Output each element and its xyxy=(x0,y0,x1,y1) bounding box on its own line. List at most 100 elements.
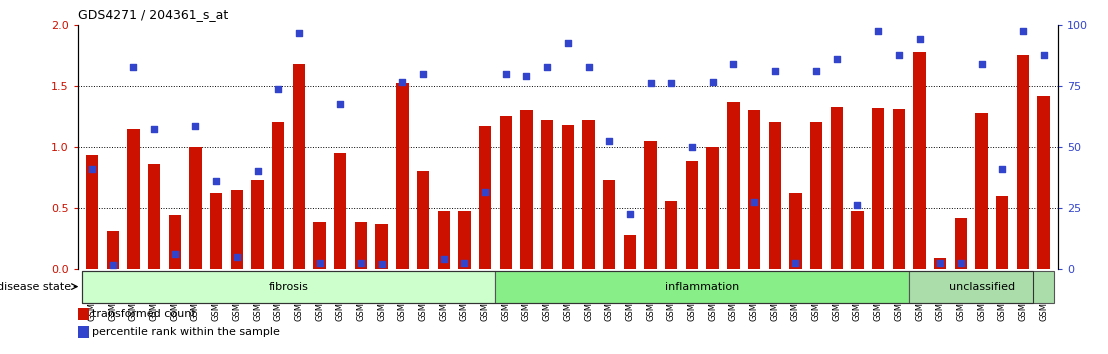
Point xyxy=(145,126,163,131)
Text: inflammation: inflammation xyxy=(665,281,739,292)
Point xyxy=(372,261,390,267)
Point xyxy=(269,87,287,92)
Bar xyxy=(934,258,946,269)
Bar xyxy=(495,270,910,303)
Bar xyxy=(82,270,495,303)
Point xyxy=(538,65,556,70)
Bar xyxy=(1017,55,1029,269)
Point xyxy=(455,260,473,266)
Point xyxy=(207,178,225,184)
Bar xyxy=(78,308,90,320)
Point xyxy=(166,251,184,257)
Bar xyxy=(459,211,471,269)
Point xyxy=(517,73,535,79)
Bar xyxy=(603,180,615,269)
Point xyxy=(393,79,411,85)
Point xyxy=(1014,28,1032,34)
Bar xyxy=(127,129,140,269)
Bar xyxy=(727,102,739,269)
Bar xyxy=(500,116,512,269)
Bar xyxy=(397,83,409,269)
Bar xyxy=(230,189,243,269)
Bar xyxy=(273,122,285,269)
Bar xyxy=(438,211,450,269)
Bar xyxy=(996,196,1008,269)
Point xyxy=(787,260,804,266)
Bar xyxy=(769,122,781,269)
Text: fibrosis: fibrosis xyxy=(268,281,308,292)
Point xyxy=(124,65,142,70)
Bar xyxy=(189,147,202,269)
Point xyxy=(766,68,783,74)
Point xyxy=(83,166,101,172)
Text: GDS4271 / 204361_s_at: GDS4271 / 204361_s_at xyxy=(78,8,228,21)
Point xyxy=(642,80,659,86)
Bar xyxy=(355,222,367,269)
Bar xyxy=(624,235,636,269)
Text: transformed count: transformed count xyxy=(92,309,196,319)
Bar xyxy=(665,200,677,269)
Point xyxy=(849,202,866,208)
Text: unclassified: unclassified xyxy=(948,281,1015,292)
Point xyxy=(331,101,349,107)
Point xyxy=(1035,52,1053,58)
Bar xyxy=(748,110,760,269)
Bar xyxy=(562,125,574,269)
Bar xyxy=(789,193,801,269)
Bar xyxy=(168,215,181,269)
Point xyxy=(352,260,370,266)
Point xyxy=(684,144,701,150)
Point xyxy=(310,260,328,266)
Point xyxy=(622,211,639,217)
Bar xyxy=(293,64,305,269)
Bar xyxy=(78,326,90,338)
Bar xyxy=(810,122,822,269)
Point xyxy=(663,80,680,86)
Bar xyxy=(521,110,533,269)
Point xyxy=(414,71,432,76)
Bar xyxy=(707,147,719,269)
Bar xyxy=(479,126,491,269)
Text: disease state: disease state xyxy=(0,281,71,292)
Bar xyxy=(147,164,161,269)
Bar xyxy=(417,171,429,269)
Point xyxy=(290,30,308,36)
Point xyxy=(560,40,577,46)
Bar xyxy=(106,231,119,269)
Bar xyxy=(910,270,1054,303)
Bar xyxy=(376,224,388,269)
Bar xyxy=(209,193,223,269)
Point xyxy=(870,28,888,34)
Point xyxy=(952,260,970,266)
Bar xyxy=(1037,96,1050,269)
Bar xyxy=(85,155,99,269)
Bar xyxy=(686,161,698,269)
Text: percentile rank within the sample: percentile rank within the sample xyxy=(92,327,280,337)
Point xyxy=(248,169,266,174)
Point xyxy=(476,189,494,195)
Point xyxy=(808,68,825,74)
Bar xyxy=(314,222,326,269)
Bar xyxy=(335,153,347,269)
Point xyxy=(579,65,597,70)
Bar xyxy=(252,180,264,269)
Point xyxy=(725,61,742,67)
Point xyxy=(828,56,845,62)
Bar xyxy=(955,218,967,269)
Bar xyxy=(872,108,884,269)
Point xyxy=(496,71,514,76)
Point xyxy=(434,256,452,262)
Bar xyxy=(541,120,553,269)
Bar xyxy=(851,211,863,269)
Bar xyxy=(645,141,657,269)
Bar xyxy=(831,107,843,269)
Point xyxy=(601,138,618,143)
Bar xyxy=(913,52,926,269)
Point xyxy=(104,262,122,268)
Point xyxy=(228,254,246,259)
Point xyxy=(186,123,204,129)
Point xyxy=(746,199,763,205)
Point xyxy=(704,79,721,85)
Point xyxy=(973,61,991,67)
Point xyxy=(890,52,907,58)
